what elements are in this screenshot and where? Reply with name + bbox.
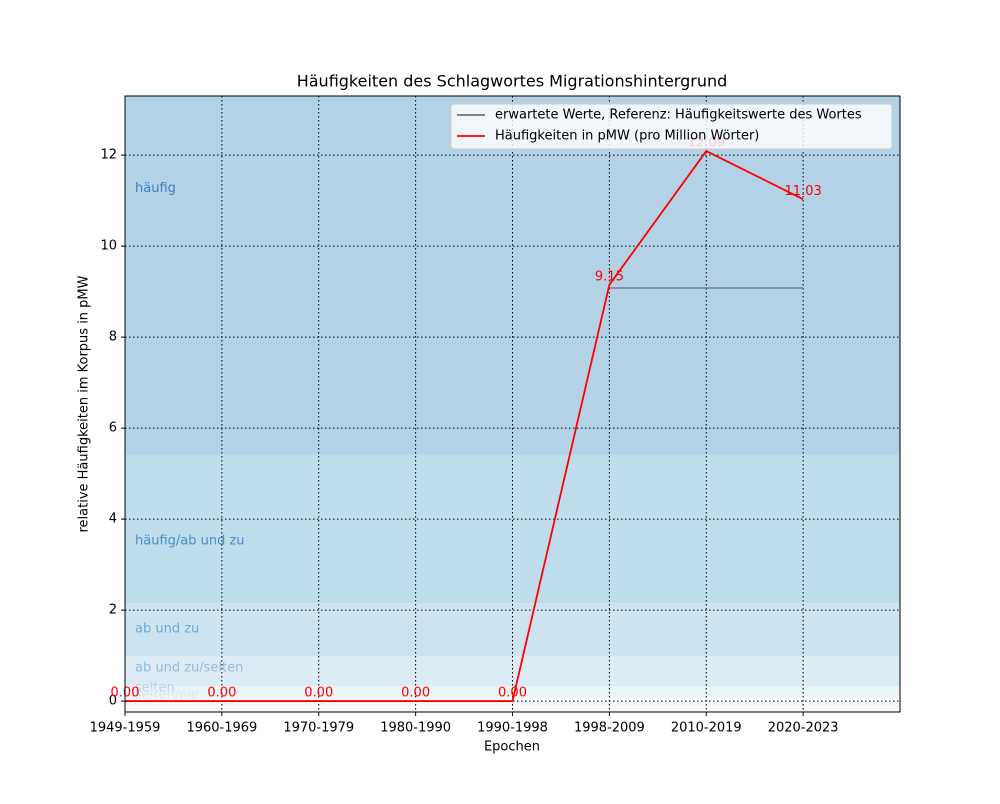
x-tick-label: 1960-1969 (186, 721, 257, 736)
data-label: 11.03 (785, 184, 822, 199)
band-label: selten/nie (135, 688, 199, 703)
band (125, 96, 900, 455)
legend-label: erwartete Werte, Referenz: Häufigkeitswe… (495, 108, 862, 123)
chart-title: Häufigkeiten des Schlagwortes Migrations… (297, 72, 728, 91)
band-label: ab und zu (135, 622, 199, 637)
y-tick-label: 0 (109, 694, 117, 709)
x-tick-label: 1980-1990 (380, 721, 451, 736)
x-tick-label: 1970-1979 (283, 721, 354, 736)
data-label: 9.15 (595, 269, 624, 284)
y-tick-label: 4 (109, 512, 117, 527)
y-tick-label: 8 (109, 330, 117, 345)
band-label: ab und zu/selten (135, 660, 243, 675)
x-tick-label: 1998-2009 (574, 721, 645, 736)
x-tick-label: 2010-2019 (671, 721, 742, 736)
x-tick-label: 1949-1959 (90, 721, 161, 736)
plot-frame (124, 95, 901, 713)
y-tick-label: 10 (100, 239, 117, 254)
band (125, 686, 900, 697)
x-tick-label: 2020-2023 (768, 721, 839, 736)
y-tick-label: 6 (109, 421, 117, 436)
y-tick-label: 2 (109, 603, 117, 618)
y-axis-label: relative Häufigkeiten im Korpus in pMW (77, 275, 92, 532)
series-line (125, 149, 804, 702)
x-tick-label: 1990-1998 (477, 721, 548, 736)
band-label: selten (135, 680, 175, 695)
data-label: 0.00 (401, 686, 430, 701)
legend-label: Häufigkeiten in pMW (pro Million Wörter) (495, 129, 759, 144)
x-axis-label: Epochen (484, 740, 540, 755)
band-label: häufig (135, 181, 176, 196)
data-label: 0.00 (498, 686, 527, 701)
legend-box (450, 103, 893, 150)
data-label: 0.00 (304, 686, 333, 701)
y-tick-label: 12 (100, 148, 117, 163)
band-label: häufig/ab und zu (135, 533, 245, 548)
data-label: 0.00 (207, 686, 236, 701)
